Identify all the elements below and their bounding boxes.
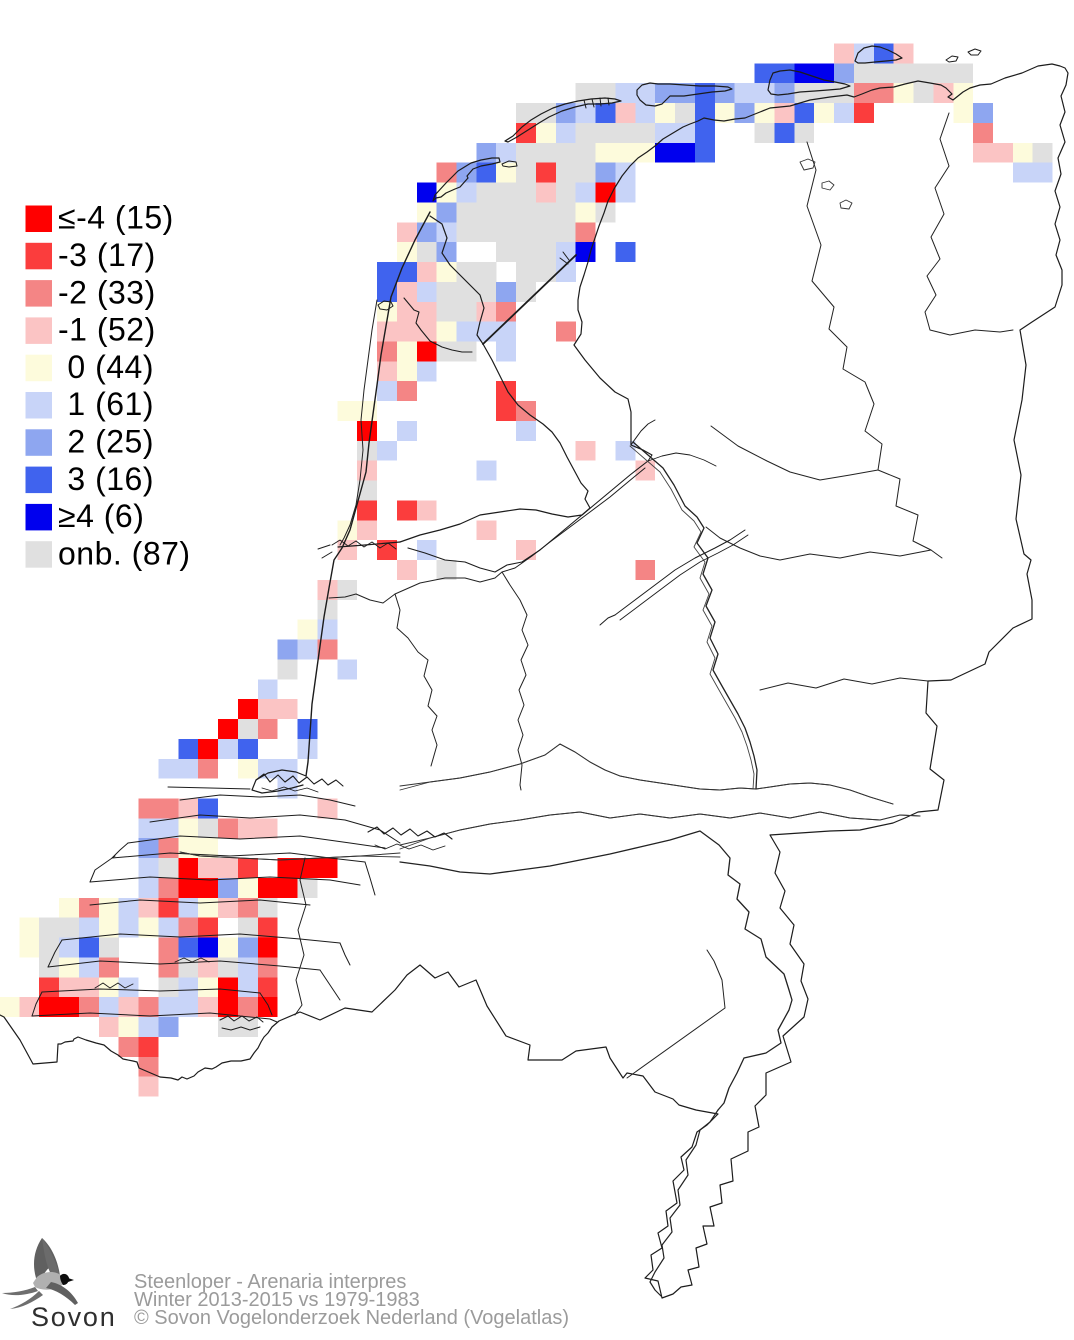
svg-text:2 (25): 2 (25) [58, 424, 154, 460]
svg-text:≥4 (6): ≥4 (6) [58, 498, 144, 534]
svg-text:-3 (17): -3 (17) [58, 237, 156, 273]
svg-text:Winter 2013-2015 vs 1979-1983: Winter 2013-2015 vs 1979-1983 [134, 1289, 420, 1311]
svg-text:Steenloper - Arenaria interpre: Steenloper - Arenaria interpres [134, 1271, 406, 1293]
svg-text:≤-4 (15): ≤-4 (15) [58, 200, 174, 236]
svg-text:1 (61): 1 (61) [58, 386, 154, 422]
svg-text:-1 (52): -1 (52) [58, 312, 156, 348]
svg-text:0 (44): 0 (44) [58, 349, 154, 385]
svg-text:onb. (87): onb. (87) [58, 535, 191, 571]
svg-text:-2 (33): -2 (33) [58, 274, 156, 310]
svg-text:Sovon: Sovon [31, 1302, 117, 1332]
svg-text:3 (16): 3 (16) [58, 461, 154, 497]
svg-text:© Sovon Vogelonderzoek Nederla: © Sovon Vogelonderzoek Nederland (Vogela… [134, 1307, 569, 1329]
